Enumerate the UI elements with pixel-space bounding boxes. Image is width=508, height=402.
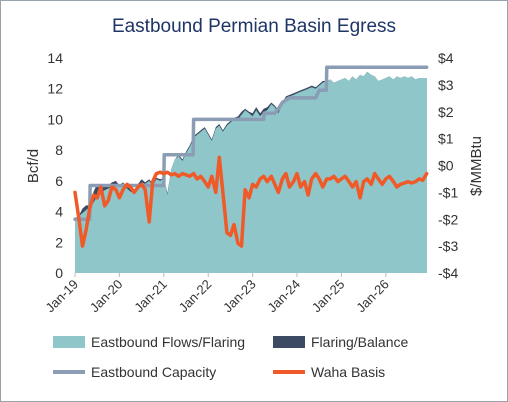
x-tick-label: Jan-23: [220, 277, 259, 316]
legend-label-flaring: Flaring/Balance: [311, 334, 408, 350]
y-left-tick-label: 4: [55, 204, 63, 220]
legend-label-waha: Waha Basis: [311, 364, 385, 380]
legend-item-waha-basis: Waha Basis: [273, 364, 385, 380]
x-tick-label: Jan-26: [353, 277, 392, 316]
x-tick-label: Jan-25: [309, 277, 348, 316]
y-axis-left-label: Bcf/d: [25, 149, 42, 183]
y-right-tick-label: -$2: [438, 211, 458, 227]
plot-area: [73, 65, 429, 273]
legend-item-eastbound-capacity: Eastbound Capacity: [53, 364, 216, 380]
y-right-tick-label: $4: [438, 50, 454, 66]
legend-swatch-flows: [53, 336, 85, 348]
x-tick-label: Jan-24: [264, 277, 303, 316]
y-right-tick-label: $0: [438, 158, 454, 174]
y-left-tick-label: 6: [55, 173, 63, 189]
y-right-tick-label: -$4: [438, 265, 458, 281]
y-right-tick-label: $1: [438, 131, 454, 147]
series-area-eastbound-flows-flaring: [75, 71, 427, 273]
legend-item-eastbound-flows: Eastbound Flows/Flaring: [53, 334, 245, 350]
y-left-tick-label: 10: [47, 111, 63, 127]
y-axis-right-label: $/MMBtu: [468, 136, 485, 196]
chart-title: Eastbound Permian Basin Egress: [112, 16, 396, 37]
y-left-tick-label: 8: [55, 142, 63, 158]
y-right-tick-label: $3: [438, 77, 454, 93]
legend-swatch-flaring: [273, 336, 305, 348]
legend: Eastbound Flows/Flaring Flaring/Balance …: [53, 334, 408, 380]
series-line-waha-basis: [73, 155, 429, 248]
x-tick-label: Jan-19: [42, 277, 81, 316]
y-left-tick-label: 14: [47, 50, 63, 66]
y-left-tick-label: 2: [55, 234, 63, 250]
legend-item-flaring-balance: Flaring/Balance: [273, 334, 408, 350]
x-tick-label: Jan-22: [176, 277, 215, 316]
y-right-tick-label: -$3: [438, 238, 458, 254]
y-left-tick-label: 12: [47, 81, 63, 97]
x-tick-label: Jan-20: [87, 277, 126, 316]
y-right-tick-label: -$1: [438, 184, 458, 200]
legend-label-capacity: Eastbound Capacity: [91, 364, 216, 380]
y-left-tick-label: 0: [55, 265, 63, 281]
y-right-tick-label: $2: [438, 104, 454, 120]
legend-label-flows: Eastbound Flows/Flaring: [91, 334, 245, 350]
x-tick-label: Jan-21: [131, 277, 170, 316]
